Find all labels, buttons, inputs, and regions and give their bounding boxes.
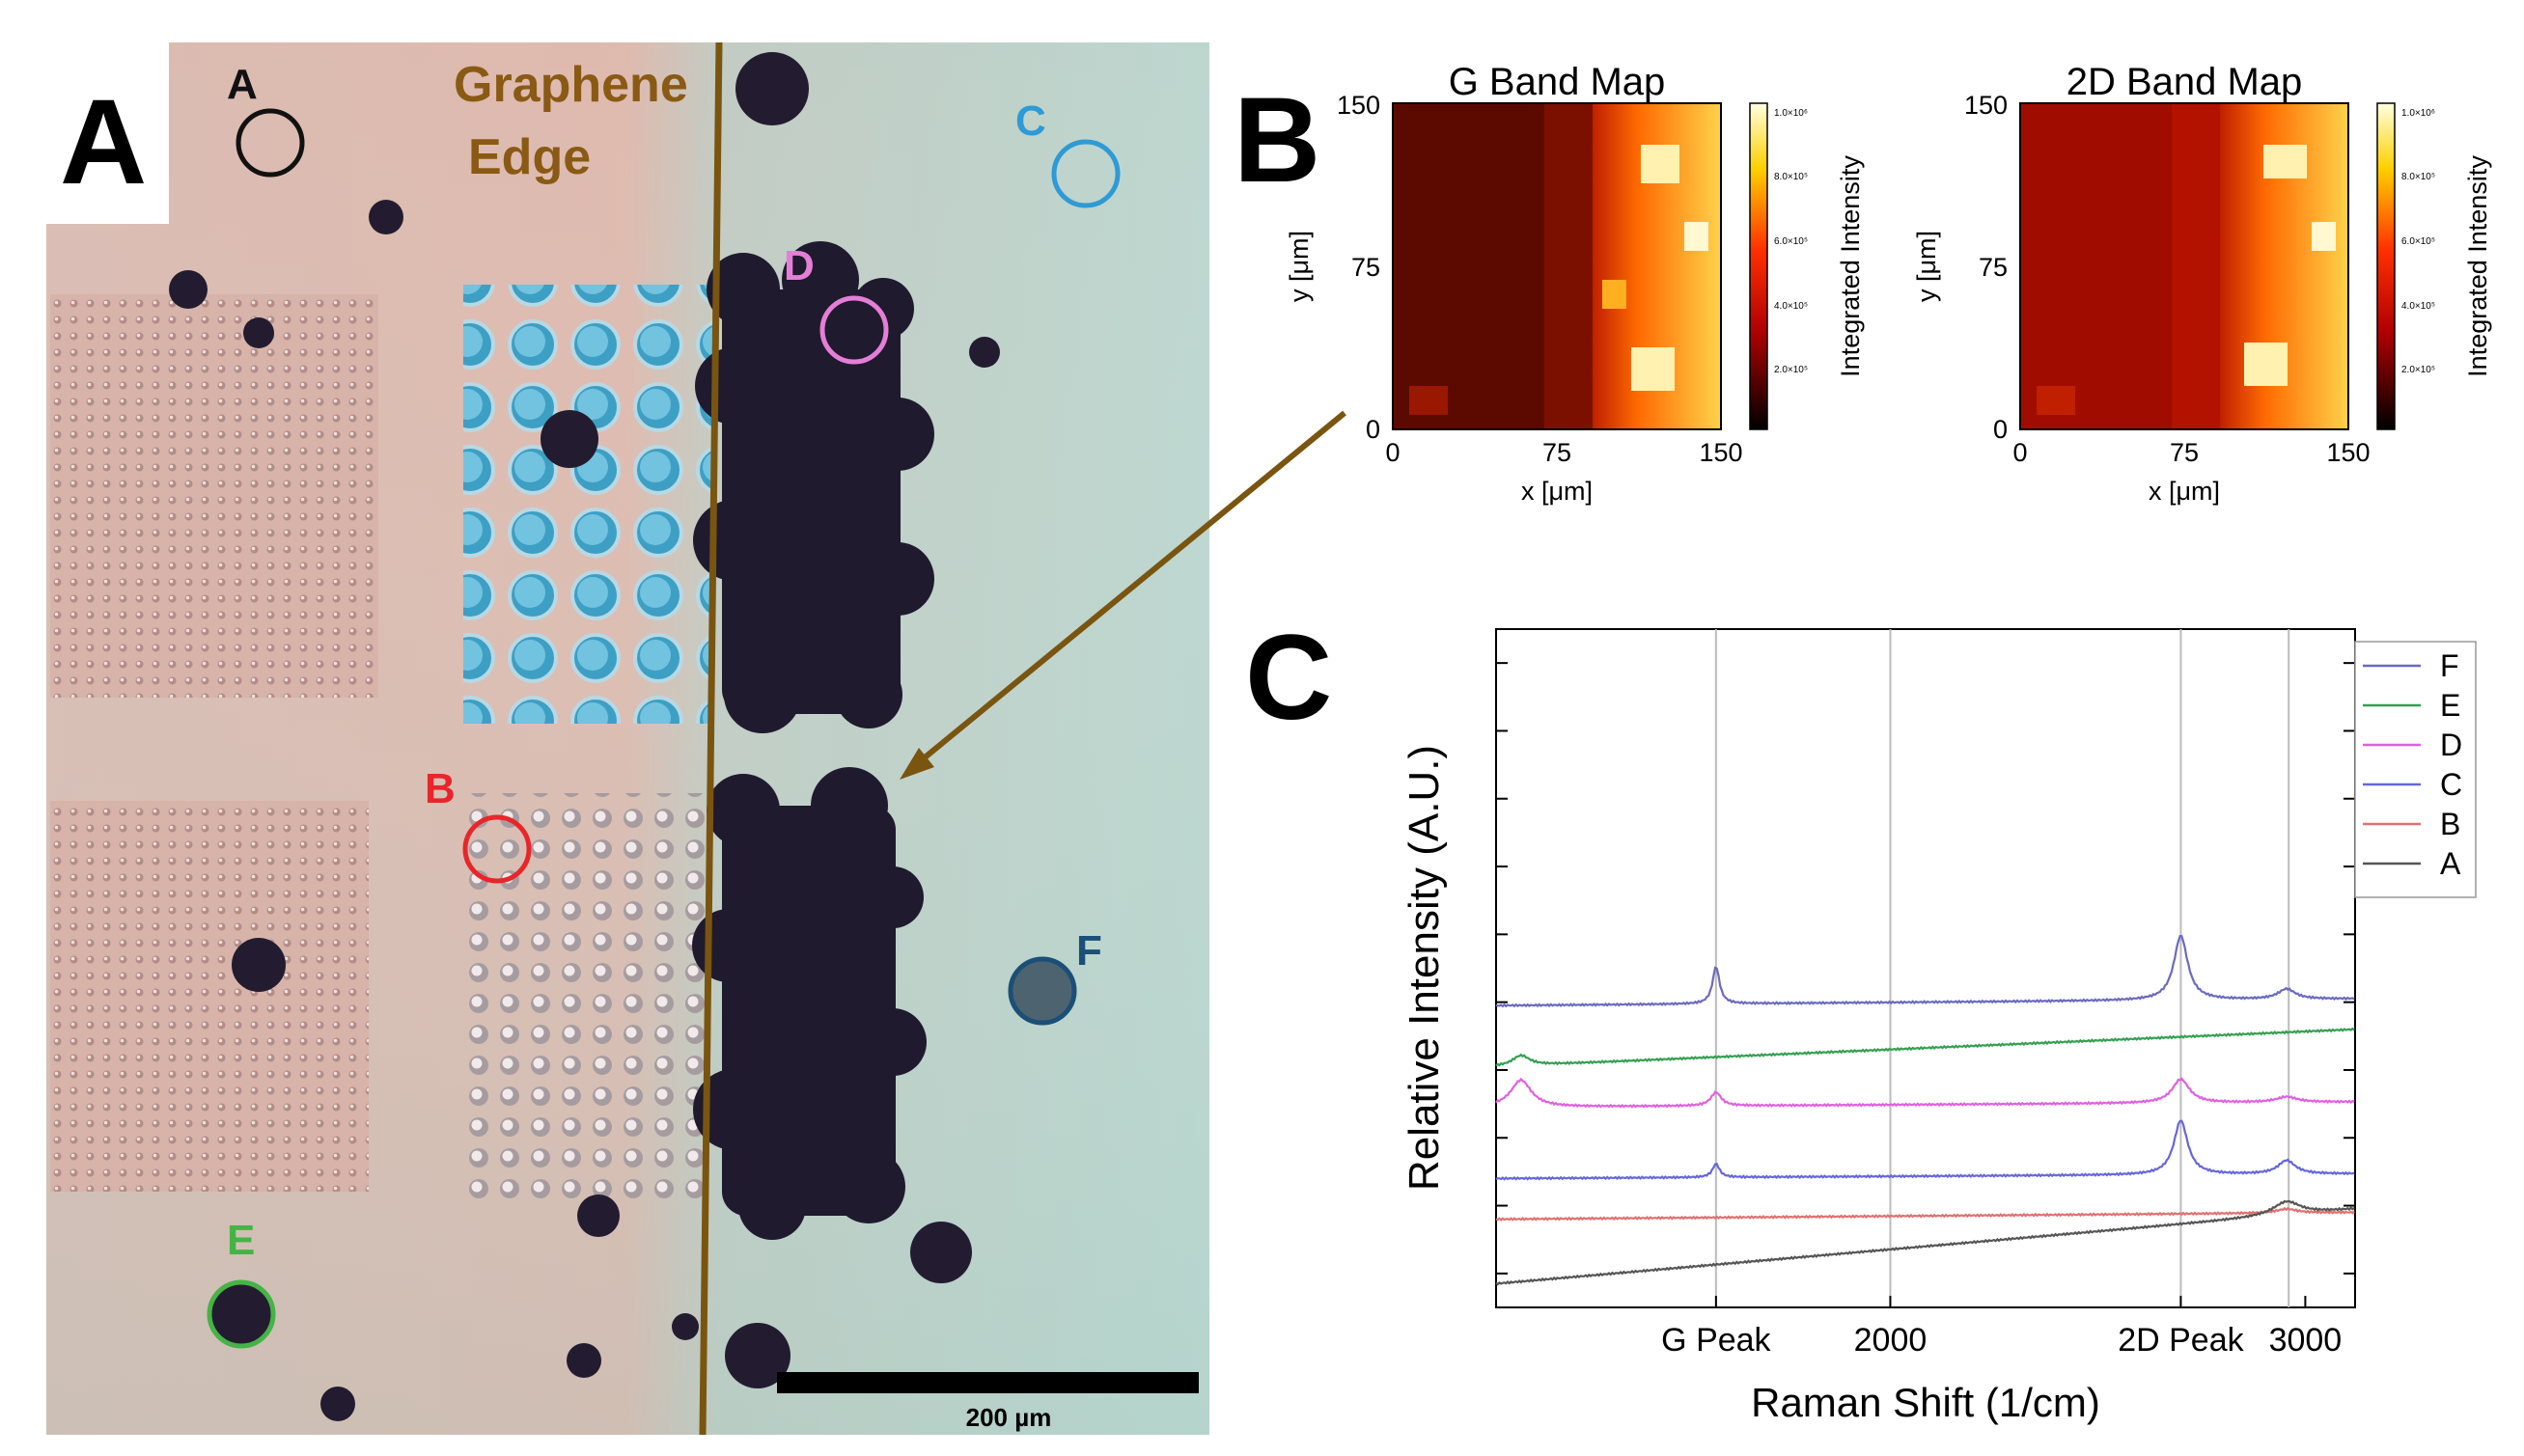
svg-text:0: 0 <box>1366 415 1380 444</box>
2d-band-map: 2D Band Map 150 75 0 0 75 150 x [μm] y [… <box>1912 61 2492 506</box>
legend-label-A: A <box>2440 846 2461 881</box>
svg-text:6.0×10⁵: 6.0×10⁵ <box>2401 236 2435 247</box>
legend-label-B: B <box>2440 807 2460 841</box>
spectra-series <box>1495 934 2355 1286</box>
2d-map-xlabel: x [μm] <box>2149 477 2220 506</box>
marker-f: F <box>1008 927 1102 1026</box>
spectra-xlabel: Raman Shift (1/cm) <box>1751 1380 2100 1425</box>
svg-text:6.0×10⁵: 6.0×10⁵ <box>1774 236 1808 247</box>
svg-text:75: 75 <box>1542 438 1571 467</box>
g-map-colorbar <box>1749 102 1768 430</box>
crystal-growth-lower <box>692 767 927 1240</box>
svg-text:4.0×10⁵: 4.0×10⁵ <box>1774 301 1808 312</box>
spectra-ylabel: Relative Intensity (A.U.) <box>1401 745 1448 1191</box>
svg-text:1.0×10⁶: 1.0×10⁶ <box>1774 108 1808 119</box>
legend-label-C: C <box>2440 767 2462 802</box>
2d-map-title: 2D Band Map <box>2066 61 2303 103</box>
crystal-blobs <box>169 52 1000 1421</box>
g-map-title: G Band Map <box>1449 61 1666 103</box>
svg-text:1.0×10⁶: 1.0×10⁶ <box>2401 108 2435 119</box>
svg-text:4.0×10⁵: 4.0×10⁵ <box>2401 301 2435 312</box>
svg-text:D: D <box>784 242 815 289</box>
marker-e: E <box>207 1217 276 1349</box>
legend-label-E: E <box>2440 688 2460 723</box>
legend-label-D: D <box>2440 728 2462 762</box>
svg-text:150: 150 <box>2326 438 2370 467</box>
spectrum-C <box>1495 1119 2355 1181</box>
marker-c: C <box>1015 97 1121 208</box>
marker-d: D <box>784 242 889 365</box>
x-tick-label: 2000 <box>1854 1322 1928 1359</box>
2d-map-ylabel: y [μm] <box>1912 231 1941 302</box>
panel-b: B G Band Map 150 75 0 0 75 150 x [μm] y … <box>1234 61 2492 506</box>
svg-text:8.0×10⁵: 8.0×10⁵ <box>2401 172 2435 182</box>
graphene-edge-line <box>699 41 723 1436</box>
g-map-ylabel: y [μm] <box>1285 231 1314 302</box>
well-array <box>463 285 714 724</box>
dot-array-lower <box>50 801 369 1192</box>
spectrum-E <box>1495 1027 2355 1067</box>
spectrum-D <box>1495 1077 2355 1109</box>
reference-lines <box>1714 629 2290 1307</box>
svg-text:150: 150 <box>1337 91 1380 120</box>
svg-text:C: C <box>1015 97 1046 145</box>
crystal-growth-upper <box>693 241 934 733</box>
graphene-edge-label-2: Edge <box>468 129 591 185</box>
panel-a: A Graphene Edge A B C D E F 200 <box>46 41 1346 1436</box>
svg-text:150: 150 <box>1964 91 2008 120</box>
marker-b: B <box>425 765 532 884</box>
scale-bar <box>777 1372 1199 1393</box>
svg-text:0: 0 <box>2012 438 2027 467</box>
panel-a-letter: A <box>60 75 147 209</box>
svg-text:75: 75 <box>1979 253 2008 282</box>
panel-c: C G Peak 2000 2D Peak 3000 Relative Intensi… <box>1245 611 2477 1425</box>
dot-array-upper <box>50 294 378 698</box>
svg-text:150: 150 <box>1699 438 1742 467</box>
svg-text:E: E <box>227 1217 255 1264</box>
svg-text:8.0×10⁵: 8.0×10⁵ <box>1774 172 1808 182</box>
x-tick-label: 3000 <box>2269 1322 2343 1359</box>
x-tick-label: 2D Peak <box>2118 1322 2244 1359</box>
spectrum-F <box>1495 934 2355 1008</box>
2d-map-colorbar <box>2376 102 2396 430</box>
spectra-axes-frame <box>1495 628 2356 1308</box>
g-map-xlabel: x [μm] <box>1521 477 1593 506</box>
svg-text:Integrated Intensity: Integrated Intensity <box>2463 155 2492 377</box>
svg-text:F: F <box>1076 927 1102 975</box>
svg-text:0: 0 <box>1385 438 1400 467</box>
marker-a: A <box>227 61 305 178</box>
svg-text:75: 75 <box>1351 253 1380 282</box>
svg-text:75: 75 <box>2170 438 2199 467</box>
legend-label-F: F <box>2440 648 2459 683</box>
svg-text:A: A <box>227 61 258 108</box>
graphene-edge-label-1: Graphene <box>454 57 688 113</box>
y-ticks <box>1496 662 2355 1275</box>
panel-c-letter: C <box>1245 611 1332 745</box>
spectrum-B <box>1495 1206 2355 1222</box>
bump-array <box>458 793 714 1198</box>
x-ticks: G Peak 2000 2D Peak 3000 <box>1661 1296 2342 1359</box>
scale-bar-label: 200 µm <box>966 1403 1052 1432</box>
g-band-map: G Band Map 150 75 0 0 75 150 x [μm] y [μ… <box>1285 61 1865 506</box>
panel-b-letter: B <box>1234 73 1320 207</box>
svg-text:0: 0 <box>1993 415 2008 444</box>
svg-text:B: B <box>425 765 456 812</box>
spectrum-A <box>1495 1199 2355 1286</box>
svg-text:2.0×10⁵: 2.0×10⁵ <box>1774 365 1808 375</box>
svg-text:2.0×10⁵: 2.0×10⁵ <box>2401 365 2435 375</box>
x-tick-label: G Peak <box>1661 1322 1771 1359</box>
zoom-arrow <box>911 410 1346 770</box>
svg-text:Integrated Intensity: Integrated Intensity <box>1836 155 1865 377</box>
